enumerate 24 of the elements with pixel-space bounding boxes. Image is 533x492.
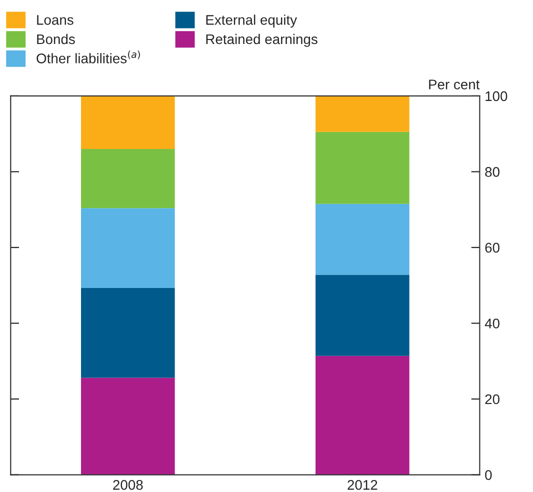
bar xyxy=(81,378,175,475)
bar xyxy=(81,96,175,149)
y-tick-label: 60 xyxy=(485,242,500,253)
legend-label: Bonds xyxy=(37,34,75,44)
legend-label: Other liabilities$^{(a)}$ xyxy=(36,50,140,64)
bar xyxy=(81,288,175,378)
x-tick-label: 2008 xyxy=(113,480,143,490)
x-tick-label: 2012 xyxy=(348,480,378,490)
bar xyxy=(81,208,175,288)
bar xyxy=(316,204,410,275)
y-tick-label: 20 xyxy=(485,394,500,404)
y-axis-title: Per cent xyxy=(429,80,480,90)
bar xyxy=(316,96,410,132)
bar xyxy=(81,148,175,208)
bar xyxy=(316,274,410,356)
y-tick-label: 80 xyxy=(485,167,500,177)
y-tick-label: 0 xyxy=(485,470,492,480)
y-tick-label: 40 xyxy=(484,318,500,328)
legend-label: Loans xyxy=(37,15,74,25)
bar xyxy=(316,356,410,475)
bar xyxy=(316,132,410,204)
y-tick-label: 100 xyxy=(486,91,508,102)
legend-label: Retained earnings xyxy=(206,34,318,47)
legend-label: External equity xyxy=(206,14,298,28)
